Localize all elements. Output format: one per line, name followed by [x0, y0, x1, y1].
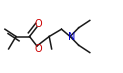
Text: O: O [34, 19, 42, 29]
Text: N: N [68, 32, 75, 41]
Text: O: O [34, 44, 42, 54]
